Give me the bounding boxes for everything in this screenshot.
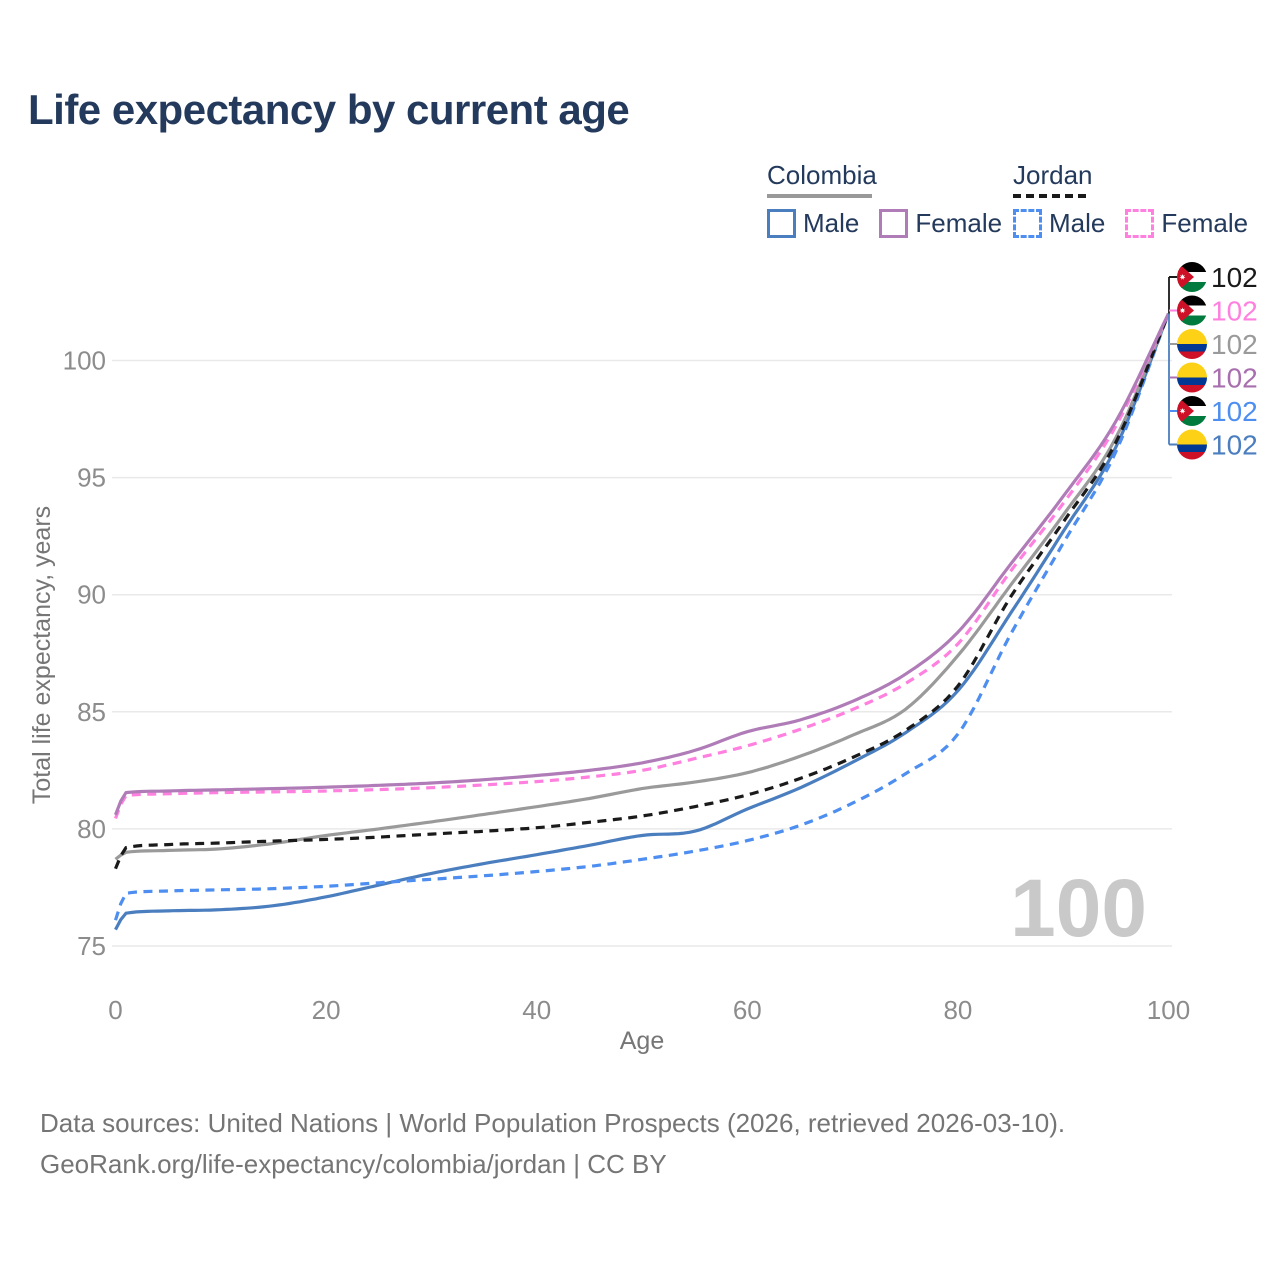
x-tick-40: 40 [522,995,551,1025]
line-colombia-female [114,313,1170,816]
legend-item-jordan-male[interactable]: Male [1013,208,1105,239]
colombia-flag-icon [1177,363,1207,393]
colombia-flag-icon [1177,430,1207,460]
jordan-male-swatch-icon [1013,209,1042,238]
x-tick-20: 20 [312,995,341,1025]
legend-country-colombia: Colombia [767,160,877,190]
footer: Data sources: United Nations | World Pop… [40,1103,1065,1185]
end-value-label: 102 [1211,430,1258,461]
legend-underline-colombia-solid [767,194,872,198]
end-value-label: 102 [1211,262,1258,293]
legend-item-colombia-female[interactable]: Female [879,208,1002,239]
x-tick-80: 80 [943,995,972,1025]
line-jordan-male [113,313,1170,921]
x-tick-60: 60 [733,995,762,1025]
y-tick-75: 75 [77,931,106,961]
legend-item-label: Male [1049,208,1106,238]
page-title: Life expectancy by current age [28,86,630,133]
legend-country-jordan: Jordan [1013,160,1093,190]
end-value-label: 102 [1211,363,1258,394]
line-jordan-female [114,313,1170,819]
colombia-male-swatch-icon [767,209,796,238]
line-colombia-male [114,313,1170,931]
y-tick-90: 90 [77,580,106,610]
x-tick-0: 0 [108,995,122,1025]
x-tick-100: 100 [1147,995,1190,1025]
current-age-watermark: 100 [1010,863,1147,954]
end-value-label: 102 [1211,396,1258,427]
legend-item-label: Male [803,208,860,238]
y-axis-title: Total life expectancy, years [28,506,56,804]
colombia-flag-icon [1177,329,1207,359]
y-tick-95: 95 [77,463,106,493]
jordan-flag-icon [1177,296,1207,326]
line-colombia-total [114,313,1170,861]
end-value-label: 102 [1211,329,1258,360]
y-tick-85: 85 [77,697,106,727]
legend-item-jordan-female[interactable]: Female [1125,208,1248,239]
end-value-label: 102 [1211,296,1258,327]
line-jordan-total [114,313,1170,870]
legend-item-label: Female [915,208,1003,238]
footer-attribution: GeoRank.org/life-expectancy/colombia/jor… [40,1149,667,1179]
jordan-flag-icon [1177,396,1207,426]
y-tick-80: 80 [77,814,106,844]
x-axis-title: Age [620,1027,664,1055]
y-tick-100: 100 [63,346,106,376]
footer-data-sources: Data sources: United Nations | World Pop… [40,1108,1066,1138]
jordan-flag-icon [1177,262,1207,292]
jordan-female-swatch-icon [1125,209,1155,238]
legend-group-jordan: Jordan Male Female [1013,160,1248,239]
legend-item-label: Female [1161,208,1249,238]
legend-group-colombia: Colombia Male Female [767,160,1002,239]
legend-underline-jordan-dashed [1013,194,1086,198]
colombia-female-swatch-icon [879,209,909,238]
legend-item-colombia-male[interactable]: Male [767,208,859,239]
